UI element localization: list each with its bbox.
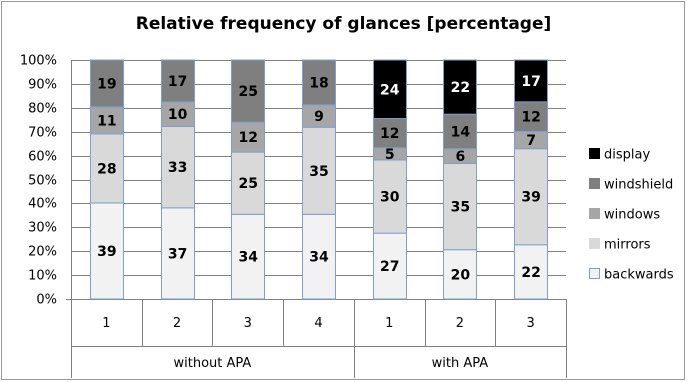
data-label: 35: [451, 200, 470, 216]
data-label: 22: [521, 265, 540, 281]
data-label: 18: [309, 75, 328, 91]
bar-segment: [90, 59, 124, 108]
data-label: 6: [456, 149, 466, 165]
bar-segment: [90, 106, 124, 135]
data-label: 17: [521, 74, 540, 90]
legend-swatch: [589, 178, 600, 189]
legend-label: mirrors: [604, 238, 651, 253]
bar-segment: [302, 59, 336, 106]
bar-segment: [161, 59, 195, 103]
data-label: 25: [239, 176, 258, 192]
data-label: 12: [239, 130, 258, 146]
group-label: with APA: [432, 356, 489, 371]
data-label: 12: [521, 110, 540, 126]
x-tick-label: 2: [456, 316, 464, 331]
y-tick-label: 20%: [28, 245, 57, 260]
bar-segment: [514, 148, 548, 246]
data-label: 20: [451, 267, 471, 283]
bar-segment: [231, 151, 265, 215]
y-tick-label: 40%: [28, 197, 57, 212]
y-tick-label: 70%: [28, 126, 57, 141]
legend-label: backwards: [604, 268, 674, 283]
legend-swatch: [589, 208, 600, 219]
bar-segment: [161, 126, 195, 209]
bar-segment: [373, 159, 407, 234]
data-label: 37: [168, 246, 187, 262]
x-tick-label: 2: [173, 316, 181, 331]
data-label: 27: [380, 259, 399, 275]
bar-segment: [90, 202, 124, 300]
bar-segment: [302, 213, 336, 300]
legend-label: windows: [604, 208, 660, 223]
legend: display windshield windows mirrors backwards: [589, 148, 674, 283]
data-label: 24: [380, 82, 400, 98]
data-label: 39: [97, 244, 116, 260]
bars: [90, 59, 548, 300]
data-label: 35: [309, 164, 328, 180]
data-labels: 39 28 11 19 37 33 10 17 34 25 12 25 34 35 9 18 27 30 5 12 24…: [97, 74, 541, 283]
bar-segment: [302, 126, 336, 215]
bar-segment: [373, 59, 407, 120]
y-tick-label: 10%: [28, 269, 57, 284]
data-label: 33: [168, 160, 187, 176]
data-label: 39: [521, 190, 540, 206]
data-label: 11: [97, 113, 116, 129]
bar-segment: [373, 118, 407, 149]
group-label: without APA: [174, 356, 252, 371]
axes: 0%10%20%30%40%50%60%70%80%90%100%1 2 3 4 1 2 3…: [20, 54, 567, 378]
y-tick-label: 100%: [20, 54, 57, 69]
data-label: 9: [314, 109, 324, 125]
data-label: 14: [451, 124, 471, 140]
y-tick-label: 30%: [28, 221, 57, 236]
bar-segment: [443, 113, 477, 150]
data-label: 19: [97, 76, 116, 92]
y-tick-label: 90%: [28, 78, 57, 93]
data-label: 28: [97, 161, 116, 177]
y-tick-label: 80%: [28, 102, 57, 117]
x-tick-label: 1: [102, 316, 110, 331]
bar-segment: [443, 162, 477, 251]
data-label: 5: [385, 147, 395, 163]
bar-segment: [373, 232, 407, 300]
bar-segment: [161, 207, 195, 300]
bar-segment: [231, 213, 265, 300]
x-tick-label: 3: [244, 316, 252, 331]
legend-swatch: [589, 268, 600, 279]
y-tick-label: 50%: [28, 174, 57, 189]
bar-segment: [161, 101, 195, 128]
data-label: 34: [309, 250, 329, 266]
bar-segment: [90, 133, 124, 204]
legend-swatch: [589, 238, 600, 249]
bar-segment: [514, 59, 548, 103]
bar-segment: [514, 244, 548, 300]
chart-title: Relative frequency of glances [percentag…: [135, 14, 552, 34]
bar-segment: [443, 249, 477, 300]
data-label: 34: [239, 250, 259, 266]
data-label: 30: [380, 190, 400, 206]
data-label: 17: [168, 74, 187, 90]
y-tick-label: 60%: [28, 150, 57, 165]
data-label: 25: [239, 84, 258, 100]
data-label: 22: [451, 80, 470, 96]
legend-label: display: [604, 148, 650, 163]
data-label: 12: [380, 126, 399, 142]
x-tick-label: 4: [314, 316, 322, 331]
x-tick-label: 3: [527, 316, 535, 331]
data-label: 10: [168, 107, 188, 123]
y-tick-label: 0%: [36, 293, 57, 308]
legend-label: windshield: [604, 178, 673, 193]
data-label: 7: [526, 133, 536, 149]
legend-swatch: [589, 148, 600, 159]
bar-segment: [231, 59, 265, 123]
bar-segment: [443, 59, 477, 115]
x-tick-label: 1: [385, 316, 393, 331]
